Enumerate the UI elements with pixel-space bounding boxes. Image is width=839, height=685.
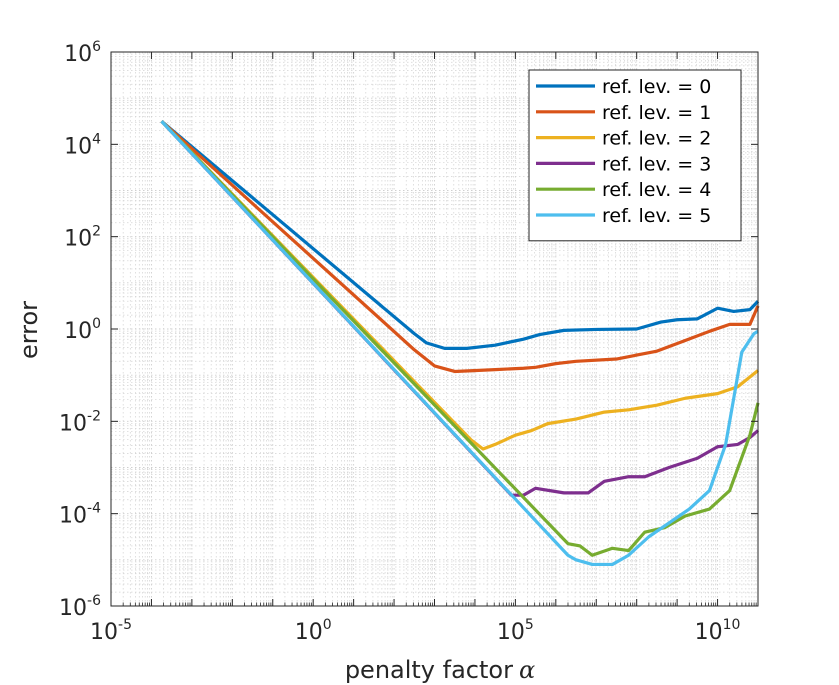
y-tick-label: 106: [64, 39, 101, 67]
y-tick-label: 104: [64, 131, 101, 159]
y-tick-base: 10: [64, 319, 92, 344]
series-line-1: [160, 120, 760, 374]
y-tick-exponent: -6: [87, 593, 101, 609]
x-tick-label: 100: [295, 617, 332, 645]
legend-label-4: ref. lev. = 4: [602, 179, 711, 201]
x-tick-exponent: 5: [525, 617, 534, 633]
x-tick-label: 1010: [695, 617, 741, 645]
series-line-5: [160, 120, 759, 567]
x-tick-base: 10: [90, 620, 118, 645]
x-tick-exponent: 10: [723, 617, 741, 633]
x-axis-label: penalty factor α: [345, 656, 535, 684]
x-tick-base: 10: [295, 620, 323, 645]
series-line-2: [160, 120, 759, 451]
tick-marks: [110, 51, 758, 607]
y-tick-base: 10: [64, 227, 92, 252]
series-line-3: [160, 120, 760, 497]
y-tick-label: 102: [64, 224, 101, 252]
y-tick-label: 100: [64, 316, 101, 344]
x-tick-base: 10: [497, 620, 525, 645]
x-axis-label-text: penalty factor: [345, 656, 513, 684]
legend-label-2: ref. lev. = 2: [602, 128, 711, 150]
series-line-0: [160, 120, 760, 350]
x-tick-label: 10-5: [90, 617, 132, 645]
legend-label-1: ref. lev. = 1: [602, 102, 711, 124]
y-tick-label: 10-6: [59, 593, 101, 621]
y-tick-base: 10: [59, 504, 87, 529]
y-tick-base: 10: [64, 134, 92, 159]
legend-label-0: ref. lev. = 0: [602, 76, 711, 98]
y-tick-exponent: 6: [92, 39, 101, 55]
y-tick-label: 10-2: [59, 408, 101, 436]
y-tick-exponent: -4: [87, 501, 101, 517]
x-axis-label-symbol: α: [519, 656, 535, 684]
x-tick-label: 105: [497, 617, 534, 645]
y-tick-base: 10: [59, 596, 87, 621]
legend: ref. lev. = 0 ref. lev. = 1 ref. lev. = 2 r…: [528, 69, 742, 242]
series-layer: [160, 120, 760, 567]
y-tick-label: 10-4: [59, 501, 101, 529]
x-tick-base: 10: [695, 620, 723, 645]
x-tick-exponent: -5: [118, 617, 132, 633]
y-tick-exponent: 2: [92, 224, 101, 240]
y-tick-base: 10: [59, 411, 87, 436]
legend-box: [528, 69, 742, 242]
x-tick-exponent: 0: [323, 617, 332, 633]
series-line-4: [160, 120, 760, 557]
y-axis-label: error: [15, 301, 43, 359]
y-tick-base: 10: [64, 42, 92, 67]
legend-label-5: ref. lev. = 5: [602, 205, 711, 227]
y-tick-exponent: 0: [92, 316, 101, 332]
y-tick-exponent: 4: [92, 131, 101, 147]
y-tick-exponent: -2: [87, 408, 101, 424]
legend-label-3: ref. lev. = 3: [602, 153, 711, 175]
